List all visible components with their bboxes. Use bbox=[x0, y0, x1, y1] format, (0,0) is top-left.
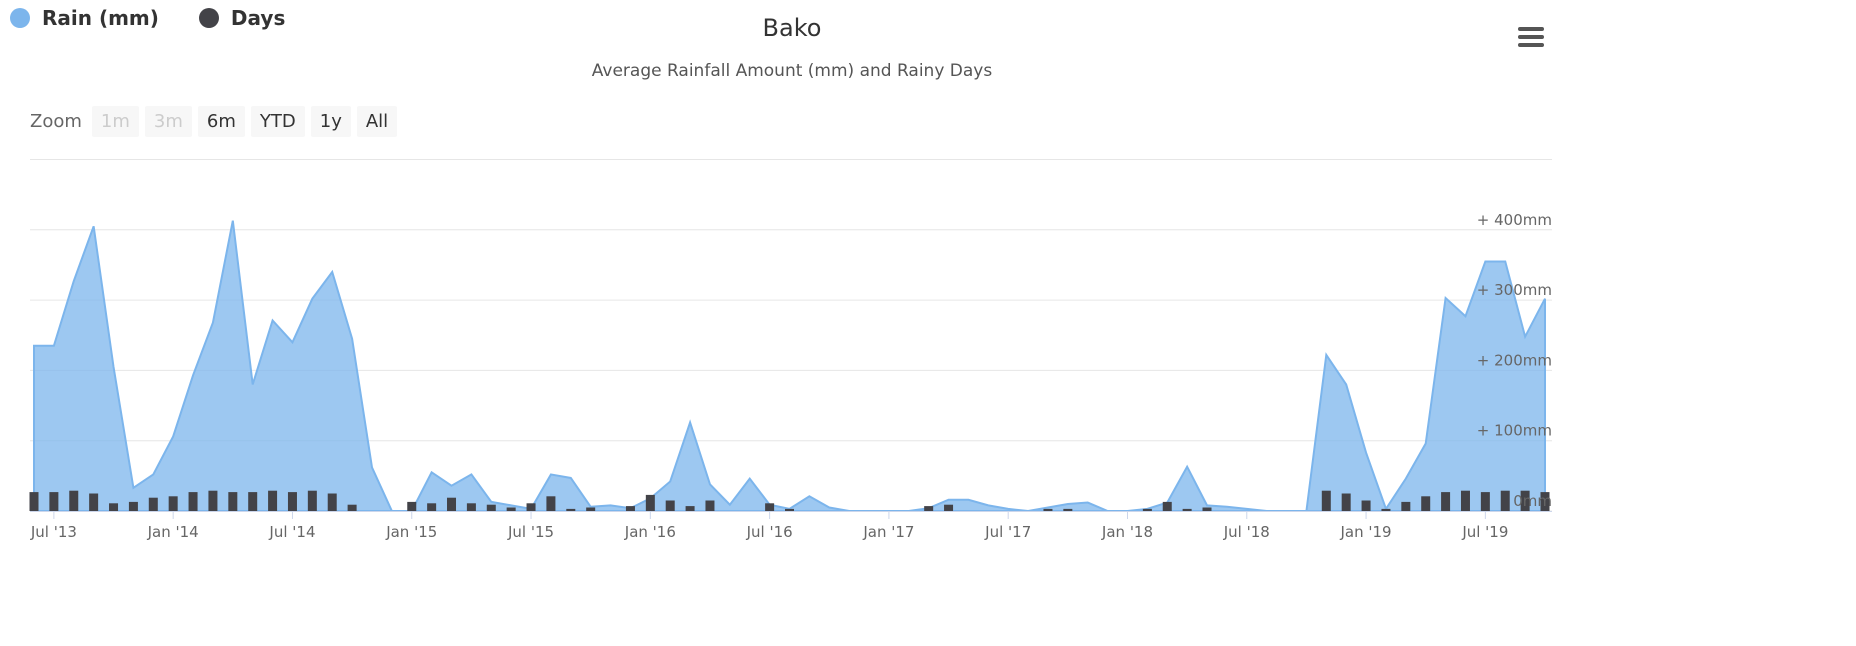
days-column bbox=[427, 503, 437, 511]
legend-label-days: Days bbox=[230, 6, 286, 30]
days-column bbox=[1381, 508, 1391, 511]
x-tick-label: Jan '15 bbox=[385, 523, 437, 541]
days-column bbox=[208, 490, 218, 511]
days-column bbox=[1480, 492, 1490, 511]
days-column bbox=[407, 501, 417, 511]
days-column bbox=[486, 504, 496, 511]
x-tick-label: Jul '14 bbox=[268, 523, 315, 541]
days-columns bbox=[29, 490, 1550, 511]
chart-subtitle: Average Rainfall Amount (mm) and Rainy D… bbox=[591, 61, 993, 81]
days-column bbox=[109, 503, 119, 511]
x-tick-label: Jan '17 bbox=[862, 523, 914, 541]
legend-label-rain: Rain (mm) bbox=[42, 6, 159, 30]
days-column bbox=[327, 493, 337, 511]
days-column bbox=[1500, 490, 1510, 511]
x-tick-label: Jul '13 bbox=[30, 523, 77, 541]
days-column bbox=[69, 490, 79, 511]
days-column bbox=[228, 492, 238, 511]
zoom-button-ytd[interactable]: YTD bbox=[250, 106, 305, 137]
days-column bbox=[506, 507, 516, 511]
days-column bbox=[1520, 490, 1530, 511]
y-tick-label: + 200mm bbox=[1477, 351, 1552, 369]
days-column bbox=[1063, 508, 1073, 511]
zoom-button-1y[interactable]: 1y bbox=[310, 106, 351, 137]
days-column bbox=[1401, 501, 1411, 511]
days-column bbox=[1162, 501, 1172, 511]
days-column bbox=[765, 503, 775, 511]
zoom-selector: Zoom 1m 3m 6m YTD 1y All bbox=[30, 106, 398, 137]
x-tick-label: Jul '19 bbox=[1461, 523, 1508, 541]
days-column bbox=[1361, 500, 1371, 511]
x-tick-label: Jan '16 bbox=[624, 523, 676, 541]
chart-title: Bako bbox=[762, 14, 822, 42]
days-column bbox=[447, 497, 457, 511]
days-column bbox=[1202, 507, 1212, 511]
days-column bbox=[944, 504, 954, 511]
days-column bbox=[1441, 492, 1451, 511]
days-column bbox=[287, 492, 297, 511]
x-tick-label: Jan '14 bbox=[147, 523, 199, 541]
x-tick-label: Jul '17 bbox=[984, 523, 1031, 541]
days-column bbox=[347, 504, 357, 511]
days-column bbox=[1341, 493, 1351, 511]
days-column bbox=[248, 492, 258, 511]
days-column bbox=[1182, 508, 1192, 511]
days-column bbox=[924, 506, 934, 511]
y-tick-label: + 100mm bbox=[1477, 422, 1552, 440]
legend-marker-days bbox=[198, 8, 219, 28]
days-column bbox=[148, 497, 158, 511]
days-column bbox=[685, 506, 695, 511]
days-column bbox=[268, 490, 278, 511]
zoom-label: Zoom bbox=[30, 111, 82, 132]
days-column bbox=[89, 493, 99, 511]
x-tick-label: Jul '16 bbox=[746, 523, 793, 541]
x-tick-label: Jul '18 bbox=[1223, 523, 1270, 541]
days-column bbox=[705, 500, 715, 511]
chart-legend: Rain (mm) Days bbox=[10, 6, 285, 30]
y-tick-label: + 300mm bbox=[1477, 281, 1552, 299]
days-column bbox=[625, 506, 635, 511]
zoom-button-3m[interactable]: 3m bbox=[144, 106, 192, 137]
legend-item-rain[interactable]: Rain (mm) bbox=[10, 6, 159, 30]
zoom-button-1m[interactable]: 1m bbox=[91, 106, 139, 137]
y-axis: 0mm + 100mm + 200mm + 300mm + 400mm bbox=[1477, 211, 1552, 510]
x-tick-label: Jan '19 bbox=[1340, 523, 1392, 541]
days-column bbox=[168, 496, 178, 511]
days-column bbox=[49, 492, 59, 511]
hamburger-menu-icon[interactable] bbox=[1518, 27, 1544, 49]
rain-area bbox=[33, 220, 1546, 513]
y-tick-label: + 400mm bbox=[1477, 211, 1552, 229]
y-tick-label: 0mm bbox=[1513, 492, 1552, 510]
days-column bbox=[1460, 490, 1470, 511]
days-column bbox=[1142, 508, 1152, 511]
days-column bbox=[566, 508, 576, 511]
x-tick-label: Jan '18 bbox=[1101, 523, 1153, 541]
x-axis: Jul '13 Jan '14 Jul '14 Jan '15 Jul '15 Jan '… bbox=[30, 511, 1552, 541]
zoom-button-all[interactable]: All bbox=[356, 106, 398, 137]
days-column bbox=[1043, 508, 1053, 511]
days-column bbox=[526, 503, 536, 511]
legend-item-days[interactable]: Days bbox=[198, 6, 286, 30]
days-column bbox=[1540, 492, 1550, 511]
days-column bbox=[665, 500, 675, 511]
days-column bbox=[785, 508, 794, 511]
x-tick-label: Jul '15 bbox=[507, 523, 554, 541]
days-column bbox=[586, 507, 596, 511]
days-column bbox=[546, 496, 556, 511]
days-column bbox=[307, 490, 317, 511]
zoom-button-6m[interactable]: 6m bbox=[197, 106, 245, 137]
days-column bbox=[128, 501, 138, 511]
days-column bbox=[188, 492, 198, 511]
days-column bbox=[466, 503, 476, 511]
days-column bbox=[1421, 496, 1431, 511]
days-column bbox=[1321, 490, 1331, 511]
legend-marker-rain bbox=[10, 8, 30, 28]
days-column bbox=[29, 492, 39, 511]
days-column bbox=[645, 494, 655, 511]
